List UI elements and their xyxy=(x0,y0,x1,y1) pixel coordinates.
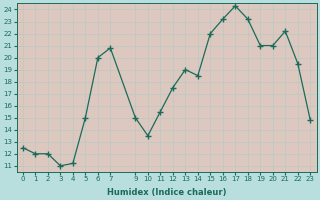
X-axis label: Humidex (Indice chaleur): Humidex (Indice chaleur) xyxy=(107,188,226,197)
